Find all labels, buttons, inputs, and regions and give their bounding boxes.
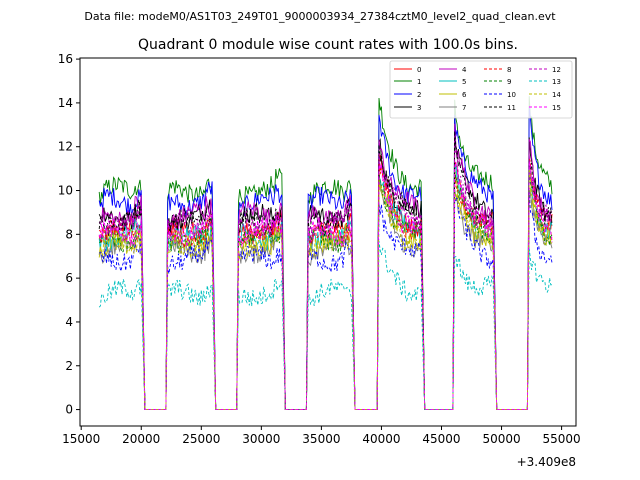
legend-label-6: 6 — [462, 91, 467, 99]
legend-label-12: 12 — [552, 66, 561, 74]
chart-suptitle: Data file: modeM0/AS1T03_249T01_90000039… — [84, 10, 556, 23]
legend-label-1: 1 — [417, 78, 421, 86]
x-tick-label: 15000 — [62, 432, 100, 446]
series-line-1 — [98, 96, 553, 411]
legend-label-8: 8 — [507, 66, 511, 74]
y-tick-label: 12 — [58, 140, 73, 154]
x-offset-label: +3.409e8 — [517, 455, 576, 469]
series-line-10 — [98, 189, 553, 411]
legend-label-10: 10 — [507, 91, 516, 99]
x-tick-label: 25000 — [182, 432, 220, 446]
series-line-11 — [98, 131, 553, 411]
x-tick-label: 55000 — [542, 432, 580, 446]
legend-label-15: 15 — [552, 104, 561, 112]
x-tick-label: 40000 — [362, 432, 400, 446]
legend-label-11: 11 — [507, 104, 516, 112]
legend-box — [389, 60, 573, 119]
x-tick-label: 30000 — [242, 432, 280, 446]
legend-label-5: 5 — [462, 78, 466, 86]
legend-label-0: 0 — [417, 66, 421, 74]
plot-lines — [98, 96, 553, 411]
y-tick-label: 2 — [65, 359, 73, 373]
x-tick-label: 45000 — [422, 432, 460, 446]
legend-label-7: 7 — [462, 104, 466, 112]
legend-label-3: 3 — [417, 104, 421, 112]
legend-label-13: 13 — [552, 78, 561, 86]
y-tick-label: 0 — [65, 403, 73, 417]
series-line-9 — [99, 167, 553, 411]
legend-label-9: 9 — [507, 78, 511, 86]
x-tick-label: 35000 — [302, 432, 340, 446]
chart-title: Quadrant 0 module wise count rates with … — [138, 37, 518, 53]
y-tick-label: 6 — [65, 271, 73, 285]
x-tick-label: 50000 — [482, 432, 520, 446]
y-tick-label: 10 — [58, 184, 73, 198]
legend-label-2: 2 — [417, 91, 421, 99]
y-axis: 0 2 4 6 8 10 12 14 16 — [58, 52, 80, 417]
legend-label-4: 4 — [462, 66, 467, 74]
series-line-13 — [98, 241, 553, 411]
series-line-15 — [98, 161, 553, 411]
y-tick-label: 14 — [58, 96, 73, 110]
x-axis: 15000 20000 25000 30000 35000 40000 45000 50000… — [62, 426, 581, 446]
x-tick-label: 20000 — [122, 432, 160, 446]
series-line-14 — [98, 168, 553, 411]
plot-frame — [79, 57, 577, 427]
y-tick-label: 16 — [58, 52, 73, 66]
y-tick-label: 8 — [65, 227, 73, 241]
y-tick-label: 4 — [65, 315, 73, 329]
legend-label-14: 14 — [552, 91, 561, 99]
